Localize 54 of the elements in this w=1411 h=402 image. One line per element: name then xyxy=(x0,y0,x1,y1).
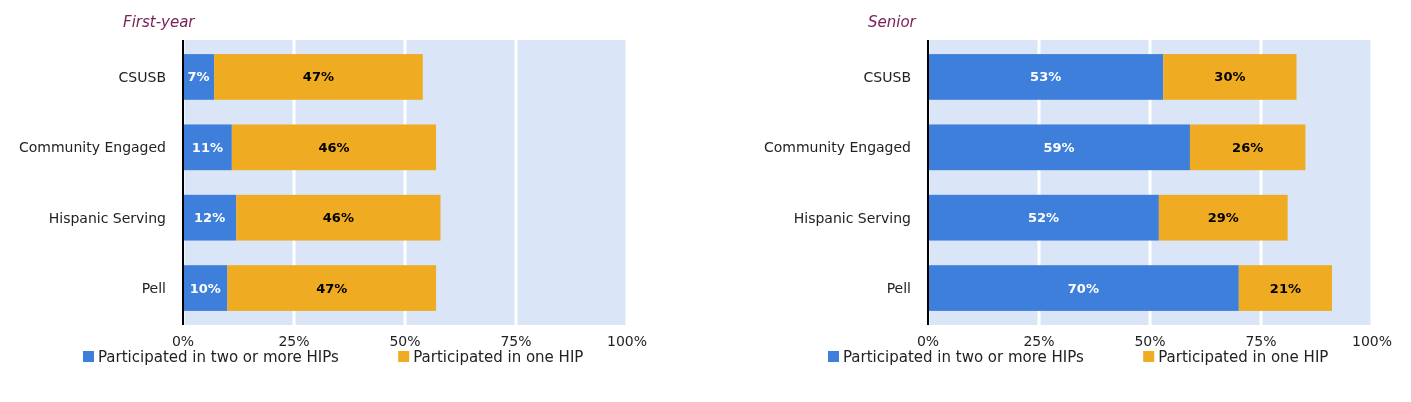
y-tick-label: Hispanic Serving xyxy=(793,209,911,226)
y-tick-label: Community Engaged xyxy=(763,139,911,156)
bar xyxy=(928,54,1164,100)
x-tick-label: 50% xyxy=(389,332,421,349)
data-label: 46% xyxy=(322,210,354,226)
x-tick-label: 25% xyxy=(278,332,310,349)
bar xyxy=(928,194,1159,241)
data-label: 30% xyxy=(1214,69,1246,85)
y-tick-label: Pell xyxy=(141,279,166,296)
x-tick-label: 100% xyxy=(606,332,648,349)
data-label: 10% xyxy=(189,280,221,296)
bar xyxy=(928,265,1239,311)
data-label: 52% xyxy=(1027,210,1059,226)
x-tick-label: 0% xyxy=(916,332,940,349)
y-tick-label: CSUSB xyxy=(863,68,911,85)
y-tick-label: Pell xyxy=(886,279,911,296)
data-label: 46% xyxy=(318,139,350,155)
legend-label: Participated in one HIP xyxy=(1158,348,1329,367)
y-tick-label: CSUSB xyxy=(118,68,166,85)
bar xyxy=(236,194,441,241)
legend-label: Participated in two or more HIPs xyxy=(98,348,340,367)
data-label: 29% xyxy=(1207,210,1239,226)
y-tick-label: Community Engaged xyxy=(18,139,166,156)
bar xyxy=(1163,54,1297,100)
x-tick-label: 50% xyxy=(1134,332,1166,349)
chart-title: First-year xyxy=(123,13,196,32)
data-label: 59% xyxy=(1043,139,1075,155)
data-label: 7% xyxy=(187,69,210,85)
data-label: 12% xyxy=(194,210,226,226)
data-label: 47% xyxy=(316,280,348,296)
bar xyxy=(183,124,232,171)
data-label: 11% xyxy=(191,139,223,155)
legend-label: Participated in one HIP xyxy=(413,348,584,367)
bar xyxy=(1238,265,1333,311)
data-label: 70% xyxy=(1067,280,1099,296)
data-label: 26% xyxy=(1232,139,1264,155)
x-tick-label: 25% xyxy=(1023,332,1055,349)
x-tick-label: 100% xyxy=(1351,332,1393,349)
x-tick-label: 75% xyxy=(1245,332,1277,349)
bar xyxy=(183,194,237,241)
chart-title: Senior xyxy=(868,13,917,32)
bar xyxy=(227,265,437,311)
bar xyxy=(1158,194,1288,241)
data-label: 47% xyxy=(302,69,334,85)
bar xyxy=(1189,124,1306,171)
data-label: 53% xyxy=(1030,69,1062,85)
bar xyxy=(928,124,1190,171)
y-tick-label: Hispanic Serving xyxy=(48,209,166,226)
x-tick-label: 75% xyxy=(500,332,532,349)
data-label: 21% xyxy=(1269,280,1301,296)
bar xyxy=(214,54,423,100)
bar xyxy=(231,124,437,171)
legend-label: Participated in two or more HIPs xyxy=(843,348,1085,367)
x-tick-label: 0% xyxy=(171,332,195,349)
